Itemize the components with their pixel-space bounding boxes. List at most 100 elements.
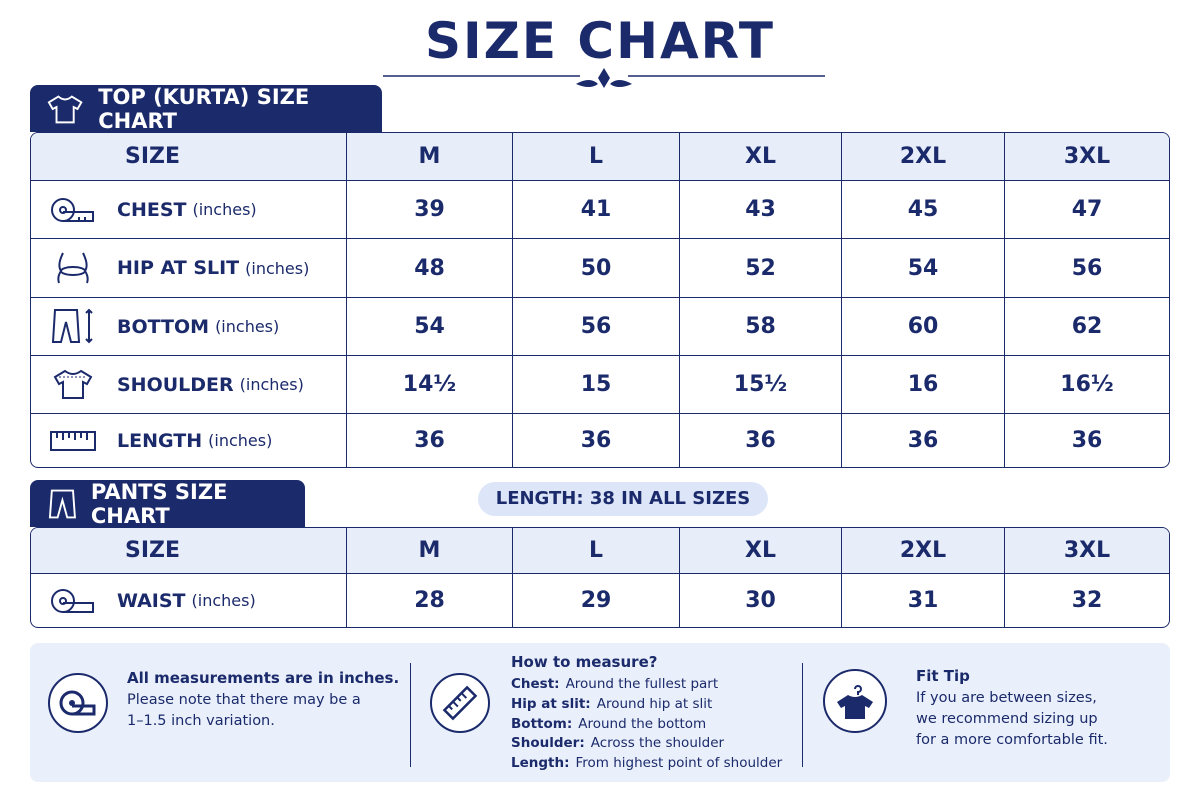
row-label: LENGTH	[117, 429, 203, 452]
tape-icon	[48, 673, 108, 733]
measure-desc: Around the bottom	[578, 715, 707, 732]
row-icon	[49, 584, 117, 618]
value-cell: 32	[1004, 574, 1169, 627]
value-cell: 45	[841, 181, 1004, 238]
row-label: BOTTOM	[117, 315, 210, 338]
top-tab: TOP (KURTA) SIZE CHART	[30, 84, 382, 133]
row-label-cell: HIP AT SLIT (inches)	[31, 239, 346, 297]
value-cell: 43	[679, 181, 841, 238]
row-label-cell: CHEST (inches)	[31, 181, 346, 238]
header-cell: XL	[679, 528, 841, 573]
table-row: BOTTOM (inches) 54 56 58 60 62	[31, 297, 1169, 355]
header-cell: 3XL	[1004, 133, 1169, 180]
value-cell: 52	[679, 239, 841, 297]
divider	[802, 663, 803, 767]
value-cell: 36	[1004, 414, 1169, 467]
divider	[410, 663, 411, 767]
header-row: SIZE M L XL 2XL 3XL	[31, 133, 1169, 180]
page-title: SIZE CHART	[424, 12, 776, 70]
header-cell: 2XL	[841, 133, 1004, 180]
row-label: HIP AT SLIT	[117, 257, 240, 279]
info-title: All measurements are in inches.	[127, 669, 400, 687]
value-cell: 36	[346, 414, 512, 467]
header-cell: SIZE	[125, 538, 181, 563]
table-row: WAIST (inches) 28 29 30 31 32	[31, 573, 1169, 627]
value-cell: 15½	[679, 356, 841, 413]
text-line: If you are between sizes,	[916, 690, 1097, 706]
table-row: SHOULDER (inches) 14½ 15 15½ 16 16½	[31, 355, 1169, 413]
header-cell: M	[346, 133, 512, 180]
row-unit: (inches)	[239, 375, 304, 394]
value-cell: 47	[1004, 181, 1169, 238]
header-cell: SIZE	[125, 144, 181, 169]
value-cell: 36	[512, 414, 679, 467]
value-cell: 31	[841, 574, 1004, 627]
info-panel: All measurements are in inches. Please n…	[30, 643, 1170, 782]
row-label-cell: LENGTH (inches)	[31, 414, 346, 467]
value-cell: 36	[841, 414, 1004, 467]
info-list: Chest: Around the fullest part Hip at slit…	[511, 675, 782, 774]
value-cell: 15	[512, 356, 679, 413]
row-icon	[49, 193, 117, 227]
measure-term: Shoulder:	[511, 735, 585, 752]
info-text: If you are between sizes, we recommend si…	[916, 688, 1108, 751]
title-ornament	[383, 68, 825, 88]
top-table: SIZE M L XL 2XL 3XL CHEST (inches) 39 41 43 45 47 HIP…	[30, 132, 1170, 468]
row-icon	[49, 368, 117, 402]
measure-item: Shoulder: Across the shoulder	[511, 734, 782, 754]
info-title: How to measure?	[511, 653, 658, 671]
measure-desc: Around hip at slit	[596, 695, 713, 712]
measure-term: Hip at slit:	[511, 695, 591, 712]
table-row: LENGTH (inches) 36 36 36 36 36	[31, 413, 1169, 467]
value-cell: 14½	[346, 356, 512, 413]
value-cell: 50	[512, 239, 679, 297]
text-line: 1–1.5 inch variation.	[127, 713, 275, 729]
measure-desc: Around the fullest part	[565, 676, 719, 692]
value-cell: 54	[841, 239, 1004, 297]
section-title: TOP (KURTA) SIZE CHART	[98, 84, 310, 133]
measure-term: Bottom:	[511, 715, 573, 732]
row-icon	[49, 426, 117, 456]
row-label: SHOULDER	[117, 373, 234, 396]
text-line: we recommend sizing up	[916, 711, 1098, 727]
info-text: Please note that there may be a 1–1.5 inc…	[127, 690, 361, 732]
row-label-cell: SHOULDER (inches)	[31, 356, 346, 413]
header-cell: 2XL	[841, 528, 1004, 573]
row-unit: (inches)	[192, 200, 257, 219]
measure-desc: From highest point of shoulder	[575, 755, 783, 772]
value-cell: 62	[1004, 298, 1169, 355]
pants-icon	[48, 489, 76, 518]
value-cell: 28	[346, 574, 512, 627]
value-cell: 36	[679, 414, 841, 467]
row-label: CHEST	[117, 198, 187, 221]
pants-table: SIZE M L XL 2XL 3XL WAIST (inches) 28 29 30 31 32	[30, 527, 1170, 628]
value-cell: 54	[346, 298, 512, 355]
header-cell: 3XL	[1004, 528, 1169, 573]
row-unit: (inches)	[245, 258, 310, 278]
header-cell: L	[512, 133, 679, 180]
measure-term: Chest:	[511, 676, 560, 692]
header-cell: L	[512, 528, 679, 573]
value-cell: 56	[512, 298, 679, 355]
header-cell: XL	[679, 133, 841, 180]
row-unit: (inches)	[215, 317, 280, 336]
measure-item: Bottom: Around the bottom	[511, 715, 782, 735]
row-unit: (inches)	[191, 591, 256, 610]
value-cell: 48	[346, 239, 512, 297]
row-label-cell: WAIST (inches)	[31, 574, 346, 627]
row-label-cell: BOTTOM (inches)	[31, 298, 346, 355]
measure-item: Chest: Around the fullest part	[511, 675, 782, 695]
shirt-icon	[47, 94, 83, 123]
header-cell: M	[346, 528, 512, 573]
value-cell: 29	[512, 574, 679, 627]
table-row: CHEST (inches) 39 41 43 45 47	[31, 180, 1169, 238]
info-title: Fit Tip	[916, 667, 970, 685]
text-line: Please note that there may be a	[127, 692, 361, 708]
header-row: SIZE M L XL 2XL 3XL	[31, 528, 1169, 573]
row-icon	[49, 251, 117, 285]
row-unit: (inches)	[208, 431, 273, 450]
measure-item: Hip at slit: Around hip at slit	[511, 695, 782, 715]
ruler-icon	[430, 673, 490, 733]
row-label: WAIST	[117, 589, 186, 612]
